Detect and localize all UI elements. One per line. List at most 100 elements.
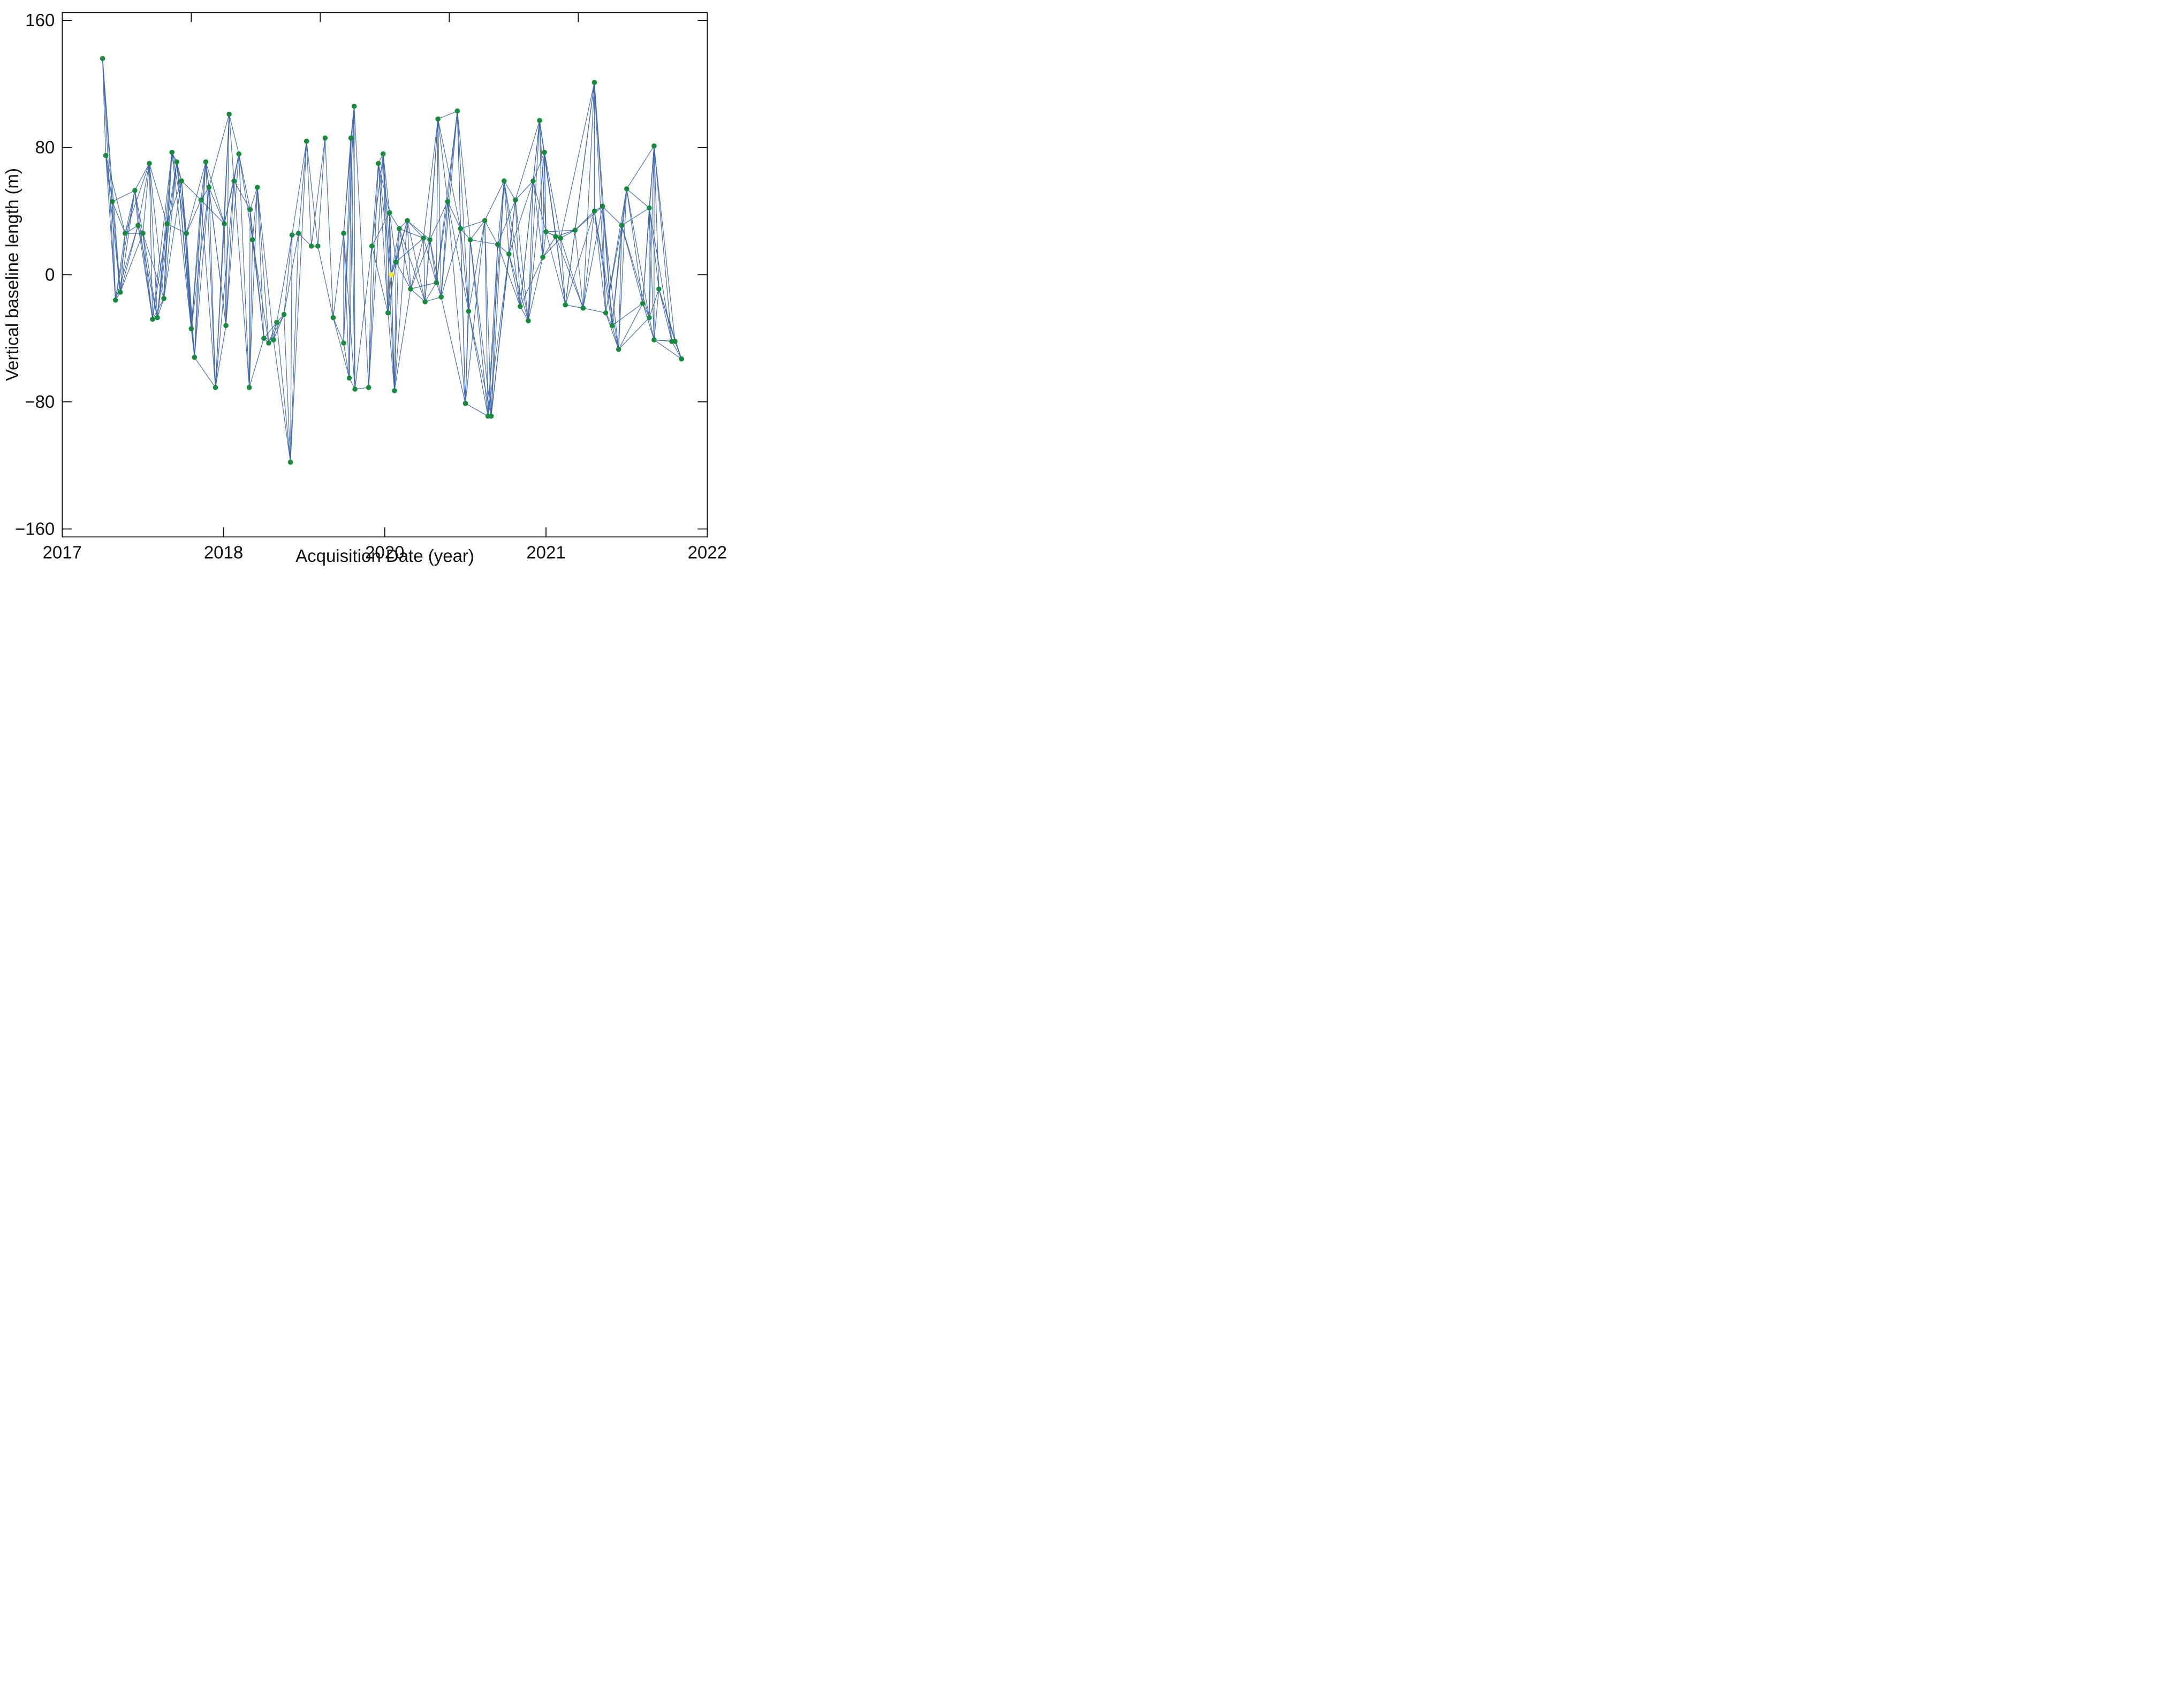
edge-line (343, 342, 350, 378)
edge-line (460, 220, 485, 229)
x-tick-label: 2022 (688, 542, 727, 562)
data-point (164, 221, 170, 227)
data-point (246, 385, 252, 390)
edge-line (257, 187, 264, 339)
edge-line (157, 152, 172, 318)
edge-line (487, 244, 498, 416)
edge-line (208, 187, 216, 388)
edge-line (115, 190, 135, 300)
data-point (421, 235, 426, 241)
edge-line (658, 288, 682, 359)
edge-line (602, 206, 613, 326)
edge-line (515, 200, 521, 307)
edge-line (176, 162, 187, 234)
edge-line (394, 220, 408, 391)
edges-layer (102, 58, 682, 462)
data-point (572, 227, 578, 233)
data-point (222, 221, 227, 227)
edge-line (343, 233, 355, 390)
data-point (616, 347, 621, 352)
edge-line (528, 152, 545, 321)
data-point (651, 143, 657, 149)
data-point (188, 326, 194, 332)
data-point (405, 218, 410, 224)
edge-line (407, 220, 426, 302)
data-point (206, 185, 212, 190)
edge-line (166, 162, 177, 224)
edge-line (149, 163, 153, 319)
data-point (236, 151, 242, 157)
data-point (495, 242, 500, 247)
edge-line (224, 114, 230, 224)
data-point (553, 234, 558, 239)
edge-line (654, 339, 682, 360)
data-point (454, 108, 460, 114)
edge-line (112, 201, 116, 300)
edge-line (520, 306, 529, 321)
data-point (330, 315, 336, 321)
edge-line (602, 206, 619, 349)
data-point (213, 385, 218, 390)
edge-line (224, 224, 226, 326)
data-point (231, 178, 237, 184)
y-tick-label: 160 (25, 10, 55, 30)
edge-line (565, 211, 595, 305)
edge-line (238, 154, 251, 210)
data-point (482, 218, 488, 224)
edge-line (388, 212, 390, 313)
data-point (341, 340, 346, 346)
data-point (112, 298, 118, 303)
edge-line (618, 303, 643, 350)
edge-line (171, 152, 192, 329)
x-tick-label: 2020 (365, 542, 404, 562)
data-point (376, 161, 381, 166)
edge-line (105, 155, 116, 300)
edge-line (191, 162, 207, 329)
edge-line (171, 152, 182, 181)
edge-line (545, 231, 566, 305)
edge-line (542, 236, 556, 257)
data-point (348, 135, 354, 141)
edge-line (460, 229, 466, 404)
data-point (123, 231, 128, 236)
edge-line (490, 244, 498, 416)
data-point (592, 208, 597, 214)
edge-line (332, 317, 344, 344)
edge-line (249, 187, 258, 388)
data-point (580, 305, 586, 311)
edge-line (273, 314, 285, 340)
data-point (501, 178, 507, 184)
edge-line (654, 146, 659, 290)
edge-line (602, 206, 606, 313)
y-axis-title: Vertical baseline length (m) (2, 168, 22, 381)
edge-line (441, 229, 461, 298)
data-point (543, 229, 549, 234)
edge-line (186, 162, 207, 234)
edge-line (371, 212, 390, 247)
edge-line (649, 208, 655, 340)
data-point (103, 153, 109, 158)
edge-line (649, 208, 672, 342)
edge-line (120, 233, 143, 293)
edge-line (574, 230, 583, 308)
data-point (647, 315, 652, 321)
edge-line (317, 246, 334, 318)
edge-line (429, 201, 448, 240)
data-point (518, 303, 523, 309)
edge-line (350, 138, 355, 390)
data-point (679, 356, 684, 362)
edge-line (594, 211, 619, 350)
edge-line (674, 341, 682, 359)
edge-line (605, 188, 627, 313)
data-point (179, 178, 185, 184)
data-point (540, 254, 545, 260)
edge-line (138, 225, 153, 319)
edge-line (233, 181, 250, 388)
edge-line (528, 181, 534, 321)
edge-line (399, 228, 424, 239)
data-point (558, 235, 563, 241)
edge-line (399, 229, 411, 290)
edge-line (437, 119, 448, 202)
edge-line (399, 228, 426, 302)
edge-line (621, 225, 643, 303)
